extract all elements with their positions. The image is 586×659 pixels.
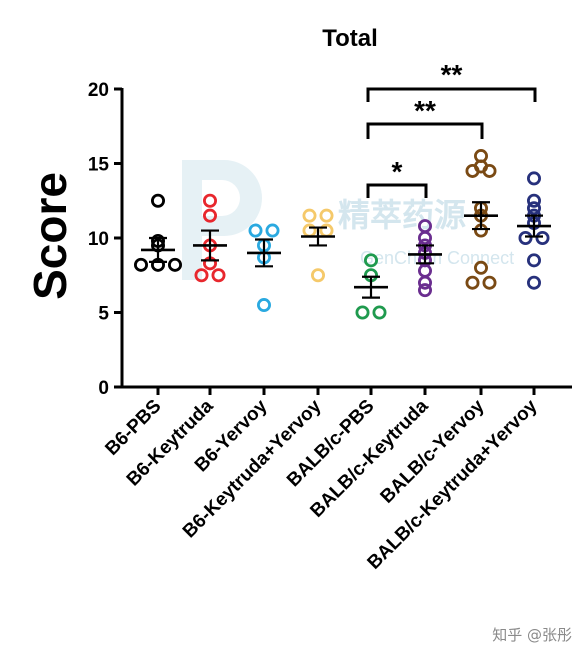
data-point [363, 253, 378, 268]
significance-bracket: ** [366, 95, 484, 139]
chart-title: Total [322, 25, 378, 52]
data-point [473, 260, 488, 275]
data-point [417, 275, 432, 290]
significance-bracket: ** [366, 59, 537, 102]
bracket-line [366, 122, 484, 139]
y-tick-label: 5 [98, 304, 109, 325]
data-point [194, 268, 209, 283]
bracket-line [366, 87, 537, 102]
significance-label: ** [441, 59, 463, 90]
significance-bracket: * [366, 156, 428, 198]
data-point [211, 268, 226, 283]
data-point [372, 305, 387, 320]
series-group [193, 193, 227, 283]
data-point [417, 230, 432, 245]
y-tick-label: 10 [88, 229, 109, 250]
data-point [527, 253, 542, 268]
data-point [256, 298, 271, 313]
axes: 05101520B6-PBSB6-KeytrudaB6-YervoyB6-Key… [88, 80, 572, 574]
y-tick-label: 0 [98, 378, 109, 399]
series-group [517, 171, 551, 290]
data-point [527, 171, 542, 186]
series-group [408, 219, 442, 298]
significance-brackets: ***** [366, 59, 537, 198]
data-point [535, 230, 550, 245]
credit-text: 知乎 @张彤 [492, 626, 572, 644]
significance-label: * [392, 156, 403, 187]
data-point [465, 163, 480, 178]
watermark: 精萃药源 GenChem Connect [182, 160, 514, 280]
watermark-subtext: GenChem Connect [360, 248, 514, 268]
bracket-line [366, 183, 428, 198]
data-point [482, 163, 497, 178]
y-tick-label: 15 [88, 155, 110, 176]
data-point [355, 305, 370, 320]
data-point [150, 193, 165, 208]
data-point [248, 223, 263, 238]
data-point [310, 268, 325, 283]
data-point [202, 208, 217, 223]
data-layer [133, 149, 551, 320]
significance-label: ** [414, 95, 436, 126]
data-point [417, 283, 432, 298]
series-group [301, 208, 335, 283]
data-point [527, 275, 542, 290]
data-point [465, 275, 480, 290]
y-axis-label: Score [24, 172, 76, 300]
data-point [319, 208, 334, 223]
series-group [247, 223, 281, 313]
data-point [518, 230, 533, 245]
data-point [302, 208, 317, 223]
watermark-logo-icon [182, 160, 262, 280]
data-point [202, 193, 217, 208]
y-tick-label: 20 [88, 80, 109, 101]
data-point [167, 257, 182, 272]
data-point [265, 223, 280, 238]
data-point [527, 193, 542, 208]
series-group [464, 149, 498, 290]
data-point [482, 275, 497, 290]
watermark-text: 精萃药源 [338, 197, 466, 233]
series-group [133, 193, 182, 272]
data-point [527, 201, 542, 216]
data-point [133, 257, 148, 272]
series-group [354, 253, 388, 320]
